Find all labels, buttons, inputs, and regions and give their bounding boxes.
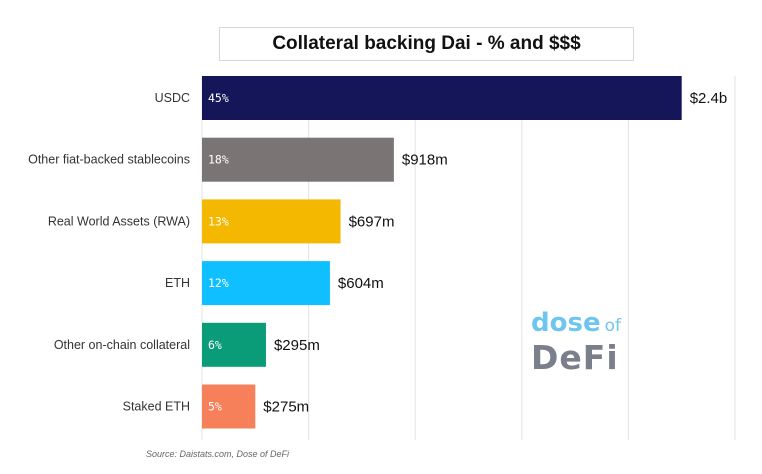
bar bbox=[202, 384, 256, 429]
chart-title: Collateral backing Dai - % and $$$ bbox=[219, 27, 634, 61]
category-label: Other on-chain collateral bbox=[54, 338, 190, 352]
category-label: Real World Assets (RWA) bbox=[48, 214, 190, 228]
logo-of-text: of bbox=[604, 316, 621, 336]
category-label: USDC bbox=[155, 91, 190, 105]
dollar-label: $2.4b bbox=[690, 90, 728, 107]
category-label: ETH bbox=[165, 276, 190, 290]
dose-of-defi-logo: dose of DeFi bbox=[531, 308, 621, 375]
percent-label: 45% bbox=[208, 91, 229, 105]
bar bbox=[202, 322, 266, 367]
bar bbox=[202, 261, 330, 306]
source-note: Source: Daistats.com, Dose of DeFi bbox=[146, 449, 290, 459]
dollar-label: $918m bbox=[402, 152, 448, 169]
dollar-label: $697m bbox=[349, 213, 395, 230]
dollar-label: $604m bbox=[338, 275, 384, 292]
category-label: Staked ETH bbox=[123, 400, 190, 414]
dollar-label: $275m bbox=[263, 399, 309, 416]
percent-label: 13% bbox=[208, 214, 229, 228]
bar bbox=[202, 137, 394, 182]
category-label: Other fiat-backed stablecoins bbox=[28, 153, 190, 167]
percent-label: 5% bbox=[208, 400, 222, 414]
percent-label: 18% bbox=[208, 153, 229, 167]
percent-label: 6% bbox=[208, 338, 222, 352]
logo-defi-text: DeFi bbox=[531, 338, 619, 377]
bar bbox=[202, 199, 341, 244]
bar bbox=[202, 76, 682, 120]
dollar-label: $295m bbox=[274, 337, 320, 354]
logo-dose-text: dose bbox=[531, 308, 601, 338]
percent-label: 12% bbox=[208, 276, 229, 290]
